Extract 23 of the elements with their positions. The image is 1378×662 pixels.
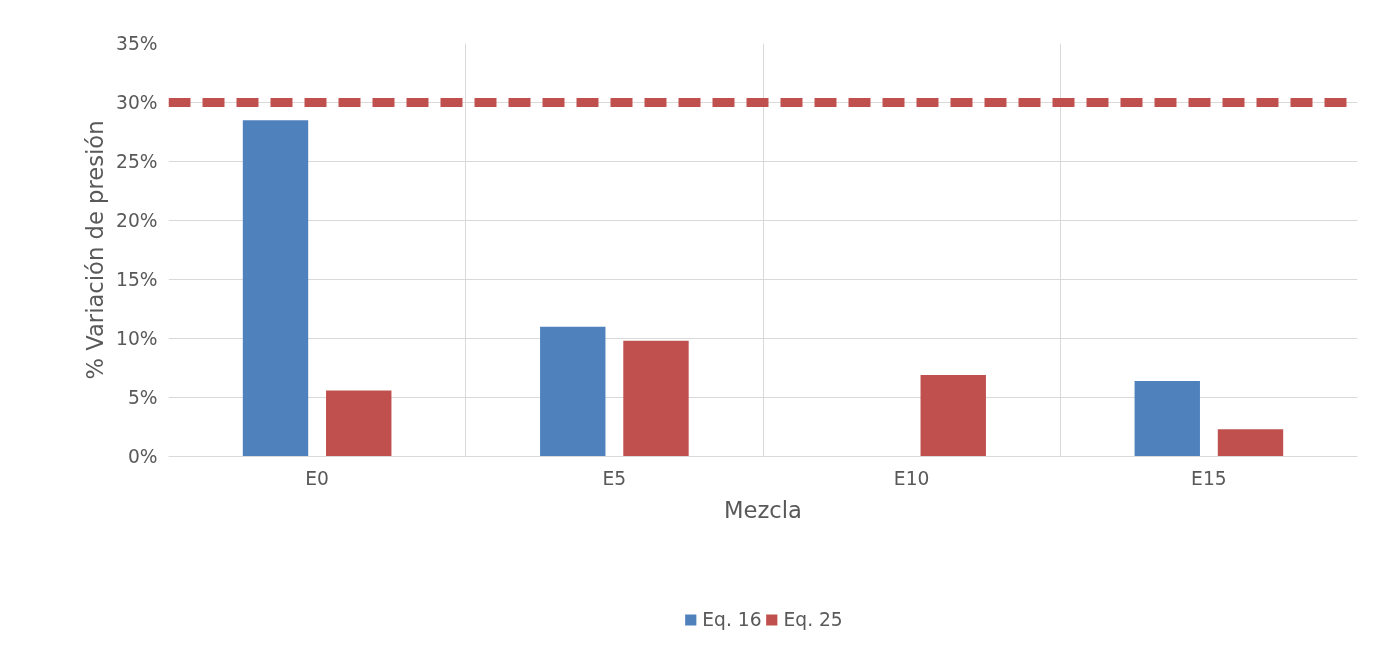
x-axis-title: Mezcla <box>723 496 803 523</box>
y-tick-label: 35% <box>116 33 158 54</box>
x-tick-label: E15 <box>1191 467 1227 489</box>
y-tick-label: 10% <box>116 328 158 349</box>
y-axis-title: % Variación de presión <box>82 120 109 380</box>
y-tick-label: 5% <box>127 387 158 408</box>
legend-label: Eq. 25 <box>783 608 843 630</box>
legend-label: Eq. 16 <box>702 608 762 630</box>
y-tick-label: 30% <box>116 92 158 113</box>
bar <box>920 375 986 457</box>
y-tick-label: 0% <box>127 446 158 467</box>
x-tick-label: E10 <box>893 467 930 489</box>
x-tick-label: E0 <box>305 467 329 489</box>
y-tick-label: 25% <box>116 151 158 172</box>
bar <box>242 120 309 457</box>
bar <box>1217 429 1284 457</box>
x-tick-label: E5 <box>602 467 627 489</box>
bar <box>540 326 606 457</box>
y-tick-label: 20% <box>116 210 158 231</box>
y-tick-label: 15% <box>116 269 158 290</box>
bar <box>326 390 392 457</box>
bar <box>623 340 689 457</box>
bar <box>1134 380 1200 457</box>
